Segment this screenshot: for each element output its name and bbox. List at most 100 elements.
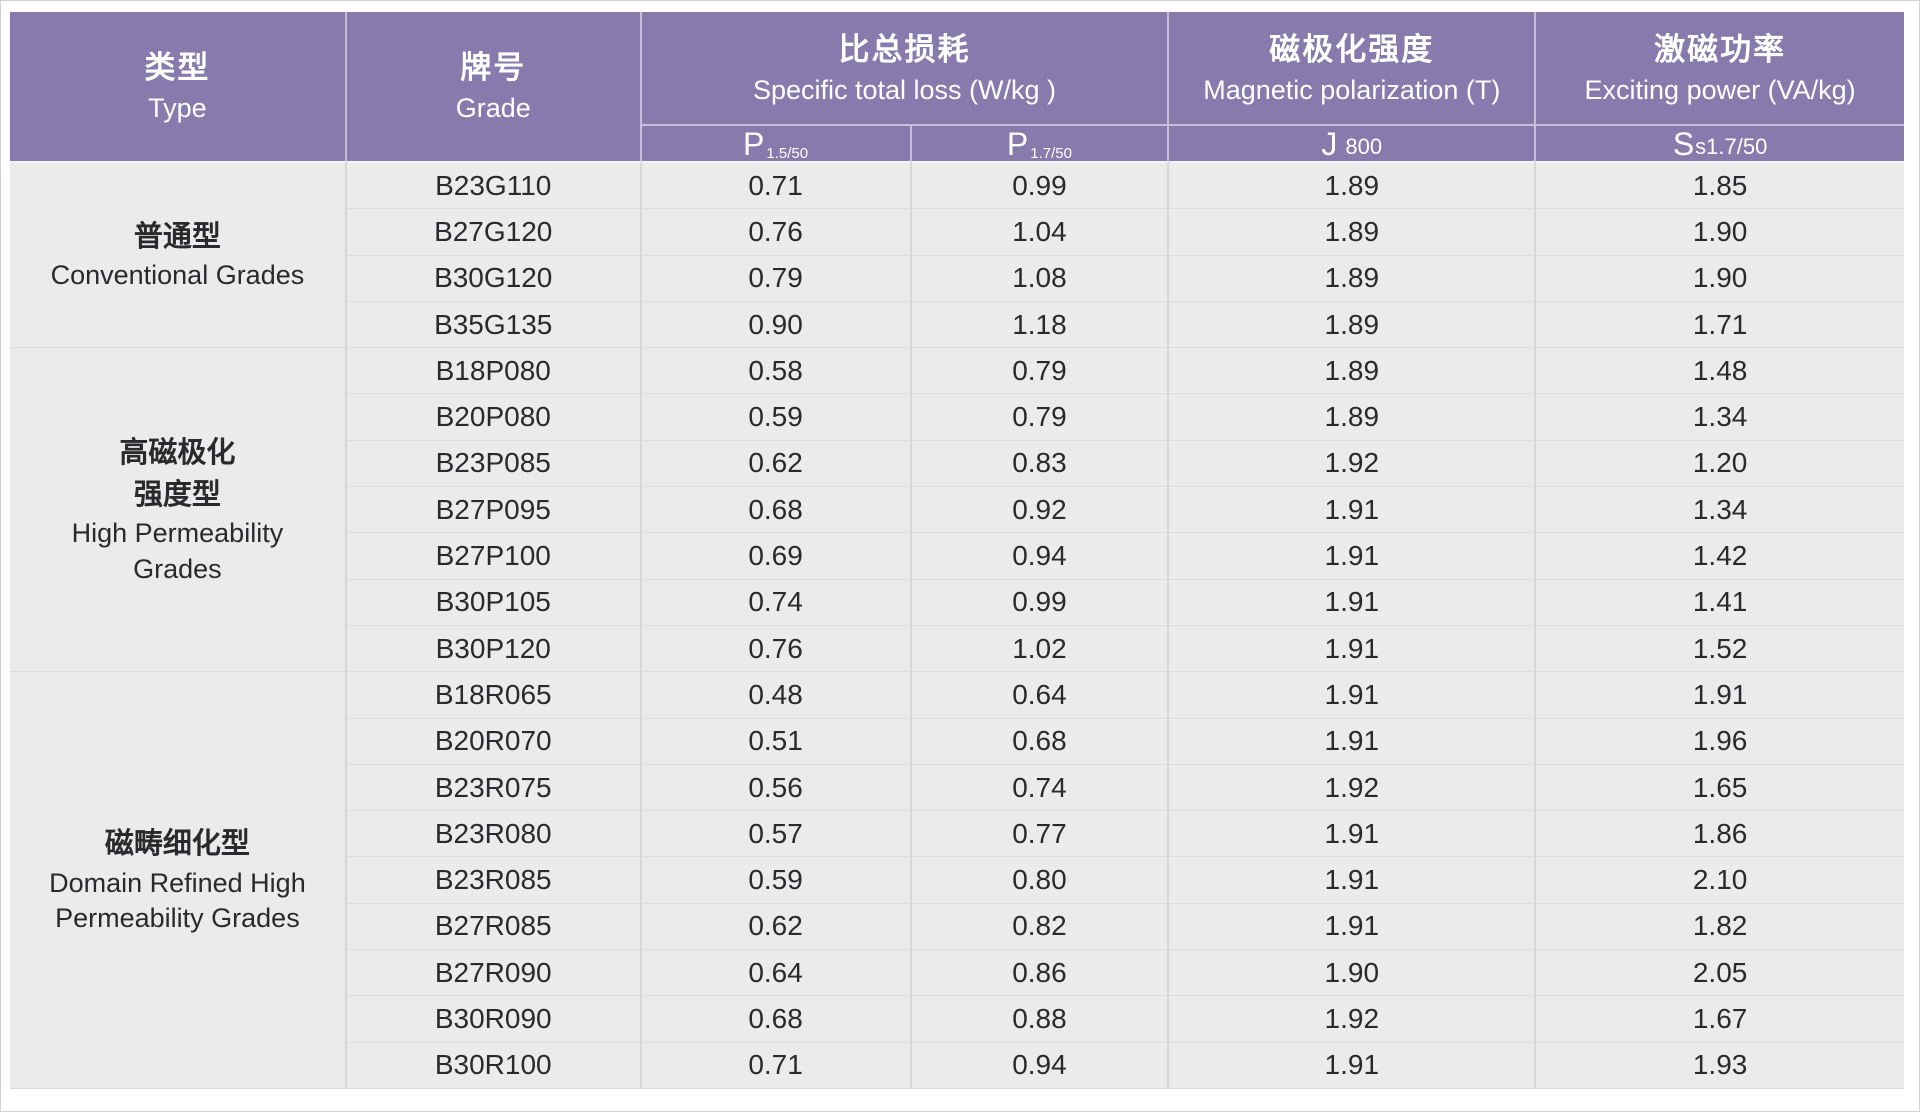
p1750-cell: 0.68 [911,718,1170,765]
ss1750-cell: 1.85 [1536,163,1904,210]
j800-cell: 1.89 [1169,394,1537,441]
ss1750-cell: 1.90 [1536,209,1904,256]
p1550-cell: 0.90 [641,301,912,349]
ss1750-cell: 1.71 [1536,301,1904,349]
grade-cell: B30P120 [346,625,642,673]
p1550-cell: 0.56 [641,764,912,812]
p1750-cell: 0.82 [911,903,1170,951]
j800-cell: 1.89 [1169,209,1537,256]
grade-cell: B30G120 [346,255,642,302]
j800-cell: 1.92 [1169,764,1537,812]
col-header-type-zh: 类型 [144,50,211,86]
grade-cell: B27R090 [346,950,642,997]
j800-cell: 1.91 [1169,625,1537,673]
col-header-exciting-zh: 激磁功率 [1654,31,1787,67]
ss1750-cell: 1.96 [1536,718,1904,765]
col-header-exciting-en: Exciting power (VA/kg) [1584,74,1856,105]
grade-cell: B23R075 [346,764,642,812]
p1550-cell: 0.76 [641,209,912,256]
p1550-cell: 0.76 [641,625,912,673]
j800-cell: 1.89 [1169,348,1537,395]
col-header-polarization-en: Magnetic polarization (T) [1203,74,1501,105]
type-group-zh-line: 磁畴细化型 [104,828,250,861]
ss1750-cell: 1.52 [1536,625,1904,673]
p1550-cell: 0.68 [641,487,912,534]
j800-cell: 1.91 [1169,811,1537,858]
ss1750-cell: 1.86 [1536,811,1904,858]
p1550-symbol: P [743,126,765,162]
col-header-loss-zh: 比总损耗 [838,31,971,67]
j800-cell: 1.89 [1169,163,1537,210]
grade-cell: B23P085 [346,440,642,488]
col-header-grade-en: Grade [455,93,531,124]
p1750-cell: 0.79 [911,348,1170,395]
ss1750-cell: 1.34 [1536,394,1904,441]
ss1750-cell: 1.20 [1536,440,1904,488]
subheader-j800: J 800 [1169,126,1537,163]
j800-subscript: 800 [1345,134,1383,159]
p1750-cell: 0.77 [911,811,1170,858]
type-group-en-line: Permeability Grades [55,903,300,934]
p1750-cell: 0.86 [911,950,1170,997]
col-header-type: 类型 Type [10,12,347,163]
ss1750-cell: 1.34 [1536,487,1904,534]
p1750-cell: 0.99 [911,579,1170,626]
p1550-cell: 0.58 [641,348,912,395]
p1550-subscript: 1.5/50 [766,145,809,162]
p1550-cell: 0.71 [641,1042,912,1089]
p1750-symbol: P [1006,126,1029,162]
grade-cell: B18R065 [346,672,642,719]
j800-cell: 1.89 [1169,301,1537,349]
col-header-magnetic-polarization: 磁极化强度 Magnetic polarization (T) [1169,12,1537,126]
ss1750-cell: 1.67 [1536,996,1904,1043]
grade-cell: B30R100 [346,1042,642,1089]
ss1750-cell: 1.90 [1536,255,1904,302]
ss1750-subscript: s1.7/50 [1695,134,1768,159]
j800-cell: 1.91 [1169,533,1537,580]
j800-cell: 1.91 [1169,672,1537,719]
type-group-label-3: 磁畴细化型 Domain Refined High Permeability Gra… [10,672,347,1089]
p1550-cell: 0.62 [641,903,912,951]
type-group-label-2: 高磁极化 强度型 High Permeability Grades [10,348,347,673]
grade-cell: B27R085 [346,903,642,951]
ss1750-cell: 2.05 [1536,950,1904,997]
p1750-cell: 0.92 [911,487,1170,534]
col-header-type-en: Type [148,93,207,124]
p1550-cell: 0.79 [641,255,912,302]
p1750-cell: 0.94 [911,1042,1170,1089]
p1750-cell: 1.18 [911,301,1170,349]
grade-cell: B27P095 [346,487,642,534]
p1550-cell: 0.74 [641,579,912,626]
p1750-cell: 0.83 [911,440,1170,488]
col-header-specific-total-loss: 比总损耗 Specific total loss (W/kg ) [641,12,1170,126]
j800-cell: 1.90 [1169,950,1537,997]
p1550-cell: 0.68 [641,996,912,1043]
type-group-zh-line: 高磁极化 [119,437,236,470]
j800-cell: 1.89 [1169,255,1537,302]
ss1750-cell: 2.10 [1536,857,1904,904]
j800-cell: 1.91 [1169,579,1537,626]
spec-table: 类型 Type 牌号 Grade 比总损耗 Specific total los… [10,12,1904,1089]
ss1750-cell: 1.65 [1536,764,1904,812]
j800-cell: 1.91 [1169,487,1537,534]
j800-cell: 1.92 [1169,440,1537,488]
p1550-cell: 0.59 [641,857,912,904]
grade-cell: B23R085 [346,857,642,904]
grade-cell: B18P080 [346,348,642,395]
p1750-cell: 0.74 [911,764,1170,812]
p1550-cell: 0.62 [641,440,912,488]
subheader-ss1750: S s1.7/50 [1536,126,1904,163]
grade-cell: B27G120 [346,209,642,256]
grade-cell: B27P100 [346,533,642,580]
p1550-cell: 0.51 [641,718,912,765]
p1550-cell: 0.64 [641,950,912,997]
subheader-p1550: P 1.5/50 [641,126,912,163]
type-group-en-line: Domain Refined High [49,867,306,898]
type-group-en-line: Conventional Grades [50,260,305,291]
type-group-label-1: 普通型 Conventional Grades [10,163,347,349]
ss1750-cell: 1.91 [1536,672,1904,719]
p1550-cell: 0.48 [641,672,912,719]
j800-symbol: J [1321,126,1338,162]
j800-cell: 1.91 [1169,903,1537,951]
j800-cell: 1.91 [1169,857,1537,904]
